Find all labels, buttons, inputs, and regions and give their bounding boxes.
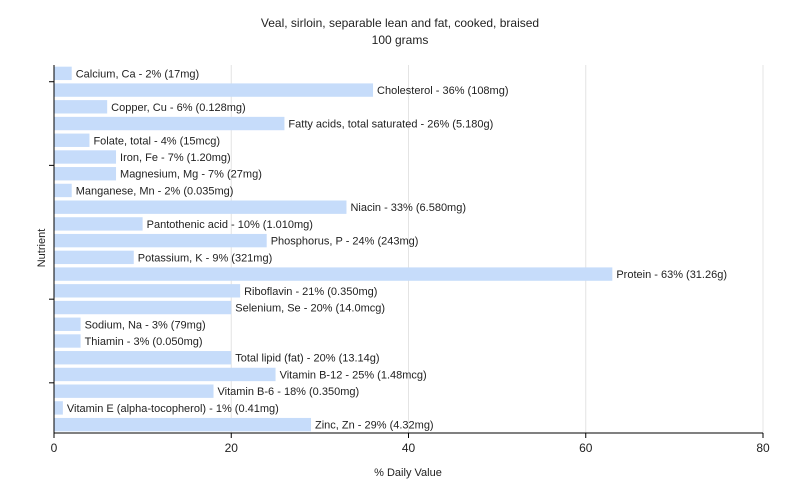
bar	[54, 116, 285, 131]
bar-label: Riboflavin - 21% (0.350mg)	[244, 286, 377, 298]
bar-label: Copper, Cu - 6% (0.128mg)	[111, 102, 246, 114]
x-tick-label: 60	[579, 441, 593, 455]
bar	[54, 233, 267, 248]
bar	[54, 300, 232, 315]
bar-label: Selenium, Se - 20% (14.0mcg)	[235, 303, 385, 315]
bar	[54, 384, 214, 398]
x-tick-label: 80	[756, 441, 770, 455]
bar-label: Iron, Fe - 7% (1.20mg)	[120, 152, 231, 164]
bar-label: Sodium, Na - 3% (79mg)	[85, 319, 206, 331]
bar-label: Cholesterol - 36% (108mg)	[377, 85, 508, 97]
bar-label: Zinc, Zn - 29% (4.32mg)	[315, 420, 434, 432]
bar-label: Calcium, Ca - 2% (17mg)	[76, 68, 199, 80]
bar	[54, 317, 81, 331]
bar	[54, 200, 347, 214]
x-tick-label: 40	[402, 441, 416, 455]
chart-title: Veal, sirloin, separable lean and fat, c…	[261, 16, 539, 30]
bar	[54, 401, 63, 415]
bar	[54, 217, 143, 231]
bar-label: Vitamin E (alpha-tocopherol) - 1% (0.41m…	[67, 403, 279, 415]
bar	[54, 133, 90, 147]
bar-label: Magnesium, Mg - 7% (27mg)	[120, 169, 262, 181]
bar	[54, 351, 232, 365]
bar	[54, 183, 72, 198]
bar-label: Vitamin B-6 - 18% (0.350mg)	[218, 386, 360, 398]
bar-label: Fatty acids, total saturated - 26% (5.18…	[288, 119, 493, 131]
bar-label: Manganese, Mn - 2% (0.035mg)	[76, 185, 234, 197]
bar-label: Protein - 63% (31.26g)	[616, 269, 727, 281]
bar	[54, 250, 134, 265]
bar	[54, 83, 374, 97]
bar	[54, 334, 81, 348]
bar-label: Phosphorus, P - 24% (243mg)	[271, 236, 419, 248]
x-axis-label: % Daily Value	[374, 467, 442, 479]
bar	[54, 267, 613, 281]
x-tick-label: 20	[225, 441, 239, 455]
bar	[54, 284, 241, 298]
bar-label: Vitamin B-12 - 25% (1.48mcg)	[280, 369, 427, 381]
bar-label: Folate, total - 4% (15mcg)	[93, 135, 220, 147]
bars-layer: Calcium, Ca - 2% (17mg) Cholesterol - 36%…	[54, 66, 727, 432]
bar	[54, 367, 276, 382]
bar-label: Pantothenic acid - 10% (1.010mg)	[147, 219, 313, 231]
bar-label: Potassium, K - 9% (321mg)	[138, 252, 273, 264]
bar	[54, 417, 312, 432]
bar-label: Thiamin - 3% (0.050mg)	[85, 336, 203, 348]
bar-label: Niacin - 33% (6.580mg)	[350, 202, 466, 214]
bar	[54, 150, 117, 164]
bar	[54, 66, 72, 81]
chart-subtitle: 100 grams	[372, 33, 429, 47]
x-tick-label: 0	[51, 441, 58, 455]
bar	[54, 100, 108, 114]
y-axis-label: Nutrient	[36, 229, 48, 268]
axis-layer: 0 20 40 60 80	[49, 65, 770, 455]
bar	[54, 167, 117, 181]
bar-label: Total lipid (fat) - 20% (13.14g)	[235, 353, 379, 365]
